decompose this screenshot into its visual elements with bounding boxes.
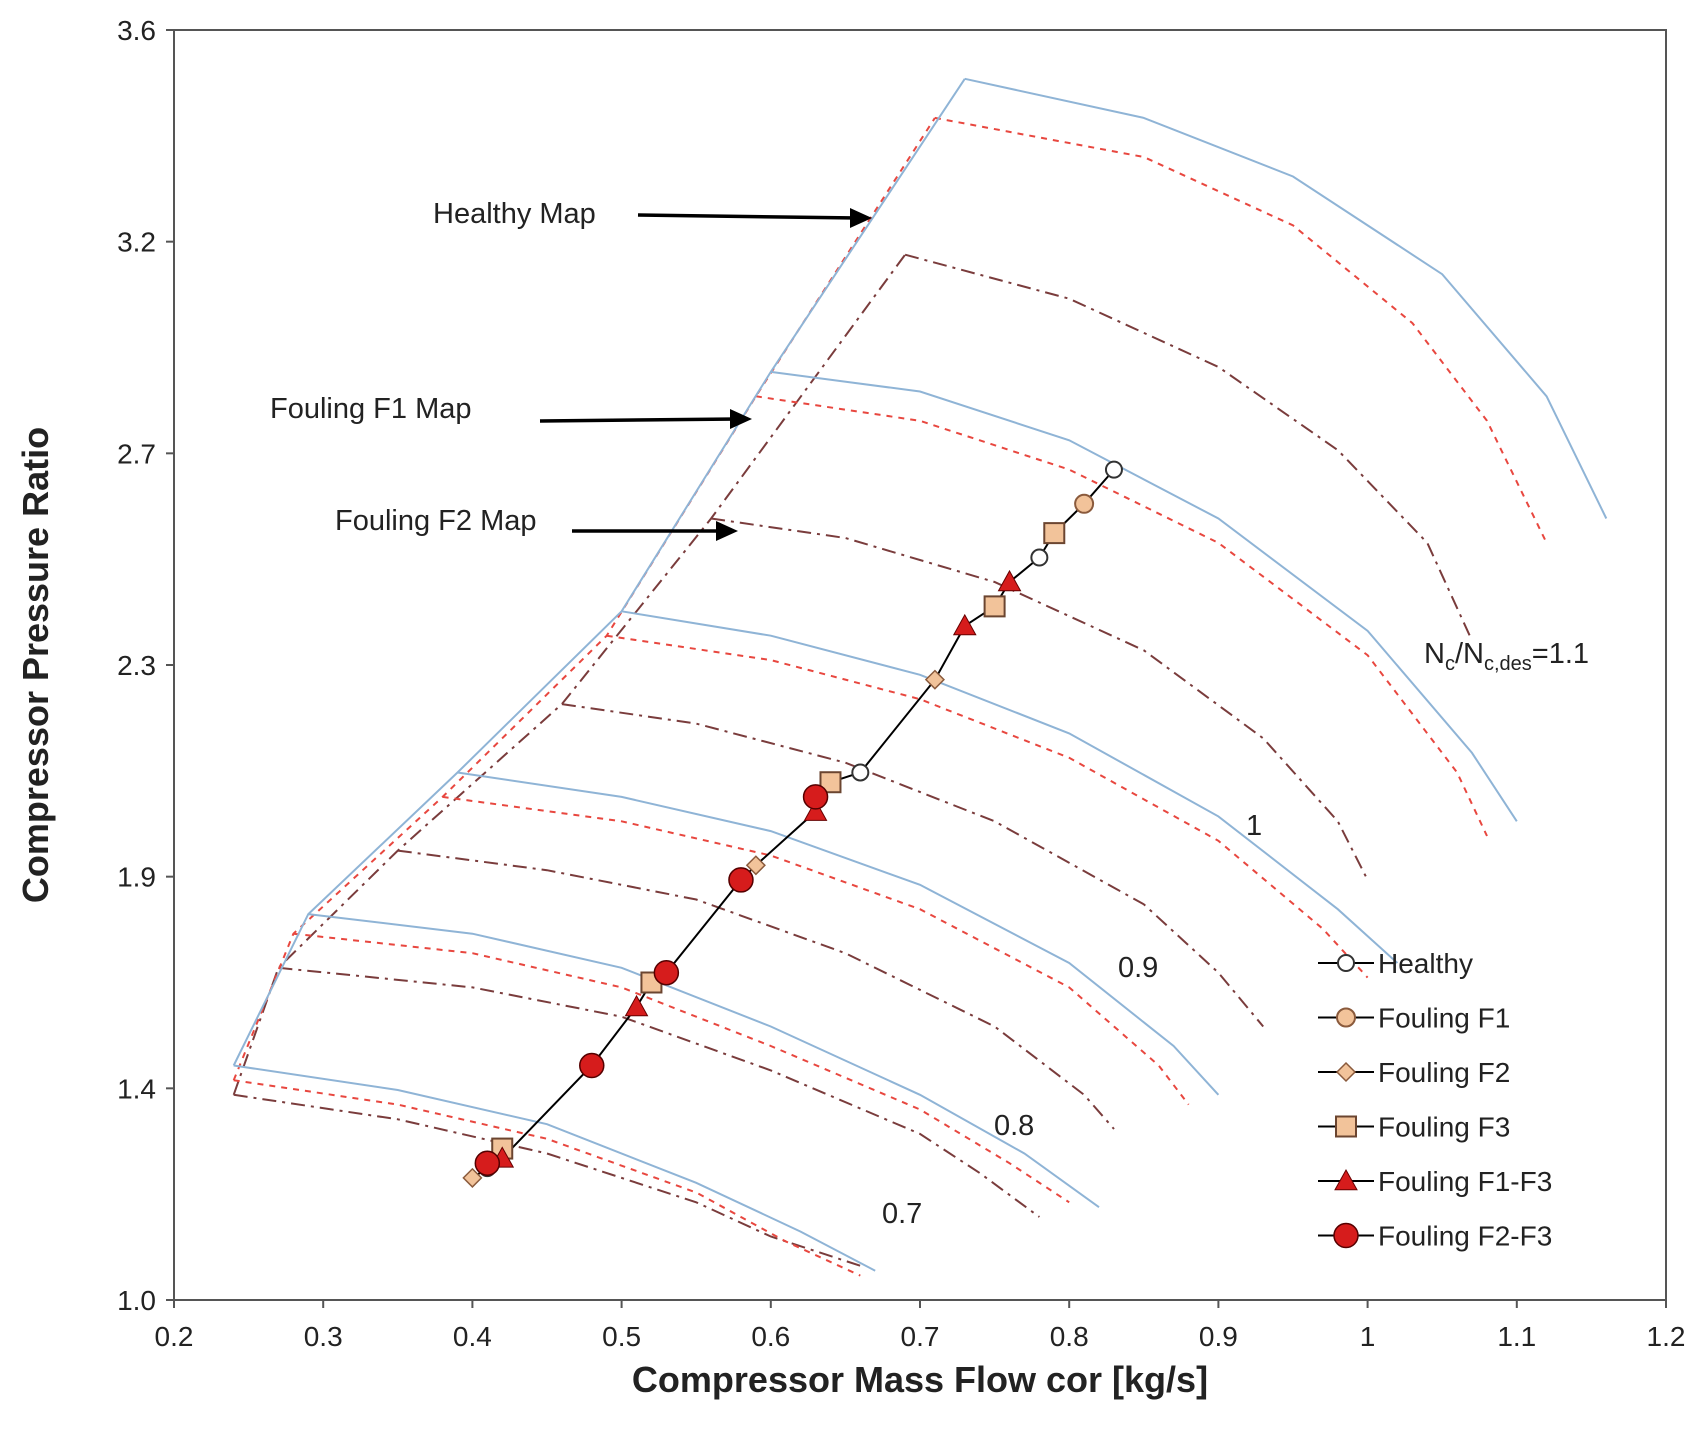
f2-speed-line-2: [397, 849, 1115, 1130]
f1-speed-line-3: [606, 634, 1369, 979]
x-axis: 0.2 0.3 0.4 0.5 0.6 0.7 0.8 0.9 1 1.1 1.2: [155, 1300, 1686, 1352]
healthy-speed-line-2: [457, 771, 1220, 1096]
x-tick-label: 1: [1360, 1321, 1376, 1352]
f1-speed-line-1: [293, 932, 1070, 1204]
point-red-circle-4: [802, 784, 829, 810]
point-open-circle-1: [851, 763, 870, 782]
point-red-circle-0: [474, 1150, 501, 1176]
point-red-triangle-2: [803, 799, 828, 821]
x-tick-label: 0.7: [901, 1321, 940, 1352]
f1-speed-line-2: [442, 795, 1190, 1106]
f1-speed-line-0: [233, 1079, 861, 1277]
legend-item: Fouling F1-F3: [1318, 1166, 1552, 1197]
legend-label: Fouling F1-F3: [1378, 1166, 1552, 1197]
x-tick-label: 0.6: [751, 1321, 790, 1352]
y-tick-label: 3.2: [117, 227, 156, 258]
arrowhead-healthy-map-icon: [850, 208, 872, 228]
healthy-surge-line: [232, 78, 966, 1066]
point-red-circle-2: [653, 959, 680, 986]
arrowhead-f2-map-icon: [716, 521, 738, 541]
point-red-circle-1: [579, 1052, 605, 1079]
f2-surge-line: [232, 254, 906, 1096]
annotation-f2-map: Fouling F2 Map: [335, 505, 537, 537]
point-red-circle-3: [728, 867, 754, 893]
annotation-healthy-map: Healthy Map: [433, 198, 596, 230]
speed-label-0-8: 0.8: [994, 1110, 1034, 1142]
legend-label: Healthy: [1378, 948, 1473, 979]
point-open-circle-2: [1030, 548, 1049, 567]
arrowhead-f1-map-icon: [730, 409, 752, 429]
x-tick-label: 0.2: [155, 1321, 194, 1352]
f2-speed-line-0: [233, 1093, 861, 1267]
point-red-triangle-3: [952, 613, 977, 636]
x-tick-label: 0.4: [453, 1321, 492, 1352]
f2-speed-line-4: [710, 517, 1369, 881]
legend-item: Fouling F1: [1318, 1003, 1510, 1034]
map-annotations: Healthy Map Fouling F1 Map Fouling F2 Ma…: [270, 198, 1589, 1230]
healthy-speed-line-5: [964, 77, 1608, 519]
x-tick-label: 0.3: [304, 1321, 343, 1352]
speed-label-1-1: Nc/Nc,des=1.1: [1424, 638, 1589, 675]
healthy-speed-line-0: [233, 1064, 876, 1272]
operating-lines-layer: [471, 468, 1115, 1179]
x-tick-label: 0.5: [602, 1321, 641, 1352]
point-red-triangle-4: [997, 569, 1022, 592]
f1-surge-line: [232, 117, 936, 1081]
legend: Healthy Fouling F1 Fouling F2 Fouling F3 Fou…: [1318, 948, 1552, 1252]
legend-marker-tan-circle: [1336, 1007, 1356, 1028]
y-tick-label: 1.4: [117, 1073, 156, 1104]
legend-label: Fouling F3: [1378, 1112, 1510, 1143]
legend-marker-tan-diamond: [1335, 1061, 1357, 1083]
legend-item: Fouling F3: [1318, 1112, 1510, 1143]
healthy-speed-line-3: [621, 610, 1399, 964]
legend-marker-red-triangle: [1334, 1168, 1358, 1191]
speed-label-0-9: 0.9: [1118, 952, 1158, 984]
y-tick-label: 2.3: [117, 650, 156, 681]
f2-speed-line-1: [278, 966, 1040, 1218]
legend-label: Fouling F2-F3: [1378, 1221, 1552, 1252]
healthy-speed-line-1: [308, 913, 1100, 1209]
y-tick-label: 2.7: [117, 438, 156, 469]
y-tick-label: 1.0: [117, 1285, 156, 1316]
y-axis: 1.0 1.4 1.9 2.3 2.7 3.2 3.6: [117, 15, 174, 1316]
point-tan-diamond-0: [462, 1167, 483, 1188]
point-tan-square-2: [819, 771, 842, 794]
legend-marker-red-circle: [1333, 1222, 1359, 1249]
speed-label-1: 1: [1246, 810, 1262, 842]
y-tick-label: 1.9: [117, 862, 156, 893]
speed-label-0-7: 0.7: [882, 1198, 922, 1230]
point-open-circle-3: [1104, 460, 1123, 479]
legend-label: Fouling F1: [1378, 1003, 1510, 1034]
point-tan-square-4: [1043, 522, 1066, 545]
legend-label: Fouling F2: [1378, 1057, 1510, 1088]
f2-speed-line-5: [904, 253, 1473, 642]
point-tan-square-3: [983, 595, 1006, 618]
markers-layer: [462, 460, 1123, 1188]
point-tan-circle-0: [1074, 493, 1095, 514]
point-red-triangle-1: [624, 994, 649, 1017]
operating-line: [471, 468, 1115, 1179]
legend-item: Fouling F2-F3: [1318, 1221, 1552, 1252]
arrow-healthy-map: [637, 213, 859, 220]
legend-marker-open-circle: [1337, 954, 1355, 972]
f1-speed-line-5: [934, 116, 1548, 544]
point-tan-diamond-1: [745, 855, 766, 876]
x-tick-label: 0.9: [1199, 1321, 1238, 1352]
x-tick-label: 1.2: [1647, 1321, 1686, 1352]
x-tick-label: 0.8: [1050, 1321, 1089, 1352]
arrow-f1-map: [539, 417, 739, 423]
y-axis-title: Compressor Pressure Ratio: [15, 427, 56, 903]
x-axis-title: Compressor Mass Flow cor [kg/s]: [632, 1359, 1208, 1400]
y-tick-label: 3.6: [117, 15, 156, 46]
legend-item: Fouling F2: [1318, 1057, 1510, 1088]
x-tick-label: 1.1: [1497, 1321, 1536, 1352]
map-lines-layer: [232, 77, 1608, 1277]
point-tan-diamond-2: [924, 669, 945, 690]
healthy-speed-line-4: [770, 370, 1518, 822]
legend-marker-tan-square: [1335, 1115, 1357, 1138]
legend-item: Healthy: [1318, 948, 1473, 979]
annotation-f1-map: Fouling F1 Map: [270, 393, 472, 425]
